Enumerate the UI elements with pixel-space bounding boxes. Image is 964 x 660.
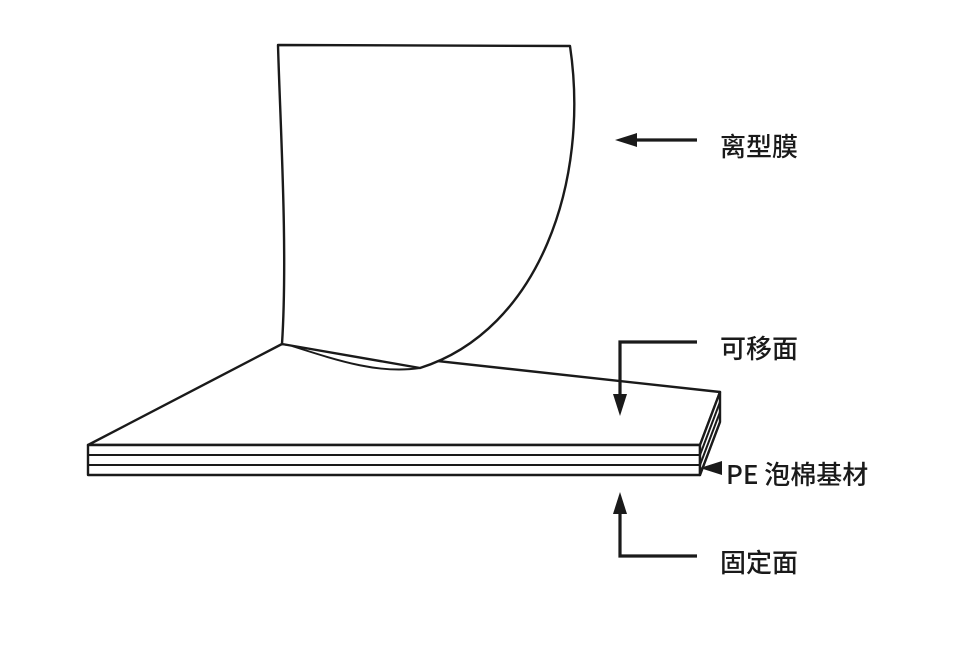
diagram-svg [0,0,964,660]
label-fixed-side: 固定面 [720,543,798,580]
label-release-film: 离型膜 [720,127,798,164]
label-removable-side: 可移面 [720,329,798,366]
diagram-stage: 离型膜 可移面 PE 泡棉基材 固定面 [0,0,964,660]
label-pe-foam-substrate: PE 泡棉基材 [726,455,868,492]
